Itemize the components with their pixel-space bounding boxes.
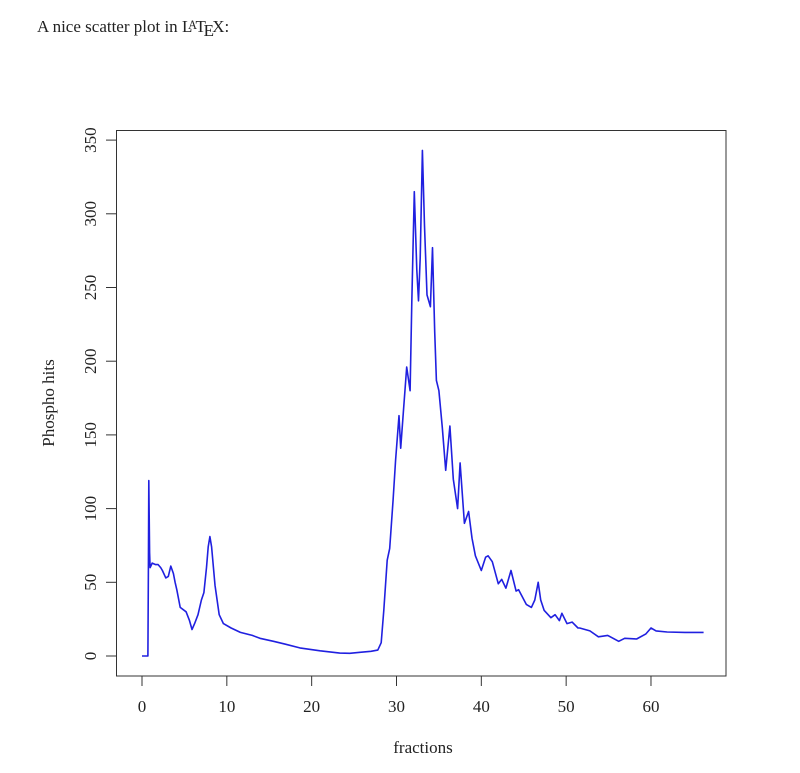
y-tick-label: 300 [81,201,100,227]
caption-prefix: A nice scatter plot in [37,17,182,36]
x-tick-label: 20 [303,697,320,716]
x-axis: 0 10 20 30 40 50 60 [138,676,659,716]
x-tick-label: 30 [388,697,405,716]
y-tick-label: 350 [81,127,100,153]
y-tick-label: 150 [81,422,100,448]
y-axis: 0 50 100 150 200 250 300 350 [81,127,116,660]
x-tick-label: 10 [218,697,235,716]
y-tick-label: 50 [81,574,100,591]
document-caption: A nice scatter plot in LATEX: [37,17,230,40]
data-line [142,149,704,657]
x-axis-label: fractions [393,738,452,757]
y-tick-label: 200 [81,348,100,374]
y-tick-label: 0 [81,652,100,661]
x-tick-label: 0 [138,697,147,716]
caption-suffix: : [224,17,230,36]
y-axis-label: Phospho hits [39,359,58,446]
y-tick-label: 250 [81,275,100,301]
x-tick-label: 50 [558,697,575,716]
y-tick-label: 100 [81,496,100,521]
x-tick-label: 40 [473,697,490,716]
x-tick-label: 60 [642,697,659,716]
plot-frame [116,130,727,677]
latex-logo: LATEX [181,17,225,40]
